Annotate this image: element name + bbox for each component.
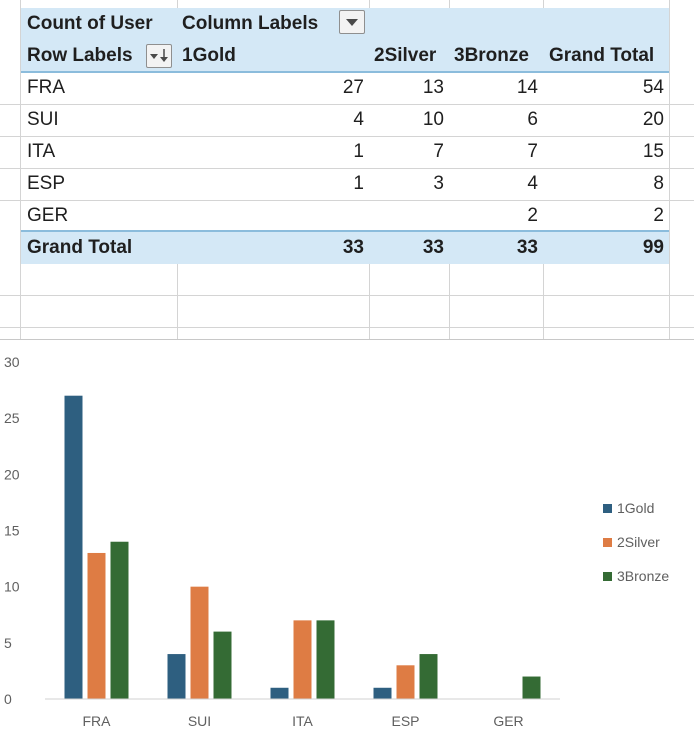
grand-total-gold[interactable]: 33 [342,237,364,258]
x-tick-label-sui: SUI [188,713,211,729]
cell-ger-bronze[interactable]: 2 [527,205,538,226]
bar-esp-1gold[interactable] [373,687,392,699]
row-label-fra[interactable]: FRA [27,77,65,98]
value-field-header[interactable]: Count of User [27,13,153,34]
cell-ita-total[interactable]: 15 [642,141,664,162]
cell-ita-silver[interactable]: 7 [433,141,444,162]
legend-swatch-3bronze [603,572,612,581]
cell-sui-gold[interactable]: 4 [353,109,364,130]
dropdown-arrow-icon [346,19,358,26]
y-tick-label: 10 [4,579,20,595]
bar-ita-1gold[interactable] [270,687,289,699]
gridline [449,0,450,8]
gridline [0,200,694,201]
y-tick-label: 15 [4,523,20,539]
gridline [177,0,178,8]
column-labels-header[interactable]: Column Labels [182,13,319,34]
gridline [0,136,694,137]
header-rule [21,71,669,73]
grand-total-rule [21,230,669,232]
cell-esp-gold[interactable]: 1 [353,173,364,194]
cell-ger-silver[interactable] [370,200,444,232]
grand-total-fill [21,232,669,264]
bar-ger-3bronze[interactable] [522,676,541,699]
row-label-ita[interactable]: ITA [27,141,56,162]
grand-total-bronze[interactable]: 33 [516,237,538,258]
legend-label-2silver[interactable]: 2Silver [617,534,660,550]
gridline [669,0,670,340]
bar-ita-3bronze[interactable] [316,620,335,699]
bar-esp-3bronze[interactable] [419,654,438,699]
column-labels-filter-button[interactable] [339,10,365,34]
cell-fra-bronze[interactable]: 14 [516,77,538,98]
bar-fra-1gold[interactable] [64,395,83,699]
bar-fra-2silver[interactable] [87,552,106,699]
cell-ita-bronze[interactable]: 7 [527,141,538,162]
cell-ger-gold[interactable] [178,200,364,232]
y-axis-tick-labels: 0 5 10 15 20 25 30 [4,354,20,707]
row-label-ger[interactable]: GER [27,205,69,226]
bar-fra-3bronze[interactable] [110,541,129,699]
gridline [369,0,370,8]
cell-esp-total[interactable]: 8 [653,173,664,194]
column-header-2silver[interactable]: 2Silver [374,45,437,66]
gridline [449,264,450,340]
x-axis-tick-labels: FRA SUI ITA ESP GER [83,713,524,729]
x-tick-label-ger: GER [493,713,523,729]
column-header-grand-total[interactable]: Grand Total [549,45,655,66]
x-tick-label-fra: FRA [83,713,112,729]
bar-ita-2silver[interactable] [293,620,312,699]
cell-esp-bronze[interactable]: 4 [527,173,538,194]
chart-bars [64,395,541,699]
gridline [0,104,694,105]
column-header-1gold[interactable]: 1Gold [182,45,236,66]
gridline [0,168,694,169]
grand-total-silver[interactable]: 33 [422,237,444,258]
cell-ger-total[interactable]: 2 [653,205,664,226]
gridline [0,295,694,296]
chart-legend[interactable]: 1Gold 2Silver 3Bronze [603,500,669,584]
gridline [543,0,544,8]
legend-swatch-2silver [603,538,612,547]
column-header-3bronze[interactable]: 3Bronze [454,45,529,66]
y-tick-label: 20 [4,466,20,482]
bar-sui-3bronze[interactable] [213,631,232,699]
sheet-bottom-edge [0,339,694,340]
grand-total-label[interactable]: Grand Total [27,237,133,258]
x-tick-label-esp: ESP [391,713,419,729]
y-tick-label: 5 [4,635,12,651]
y-tick-label: 0 [4,691,12,707]
bar-sui-1gold[interactable] [167,654,186,699]
x-tick-label-ita: ITA [292,713,313,729]
cell-esp-silver[interactable]: 3 [433,173,444,194]
grand-total-overall[interactable]: 99 [642,237,664,258]
y-tick-label: 25 [4,410,20,426]
gridline [177,264,178,340]
legend-label-1gold[interactable]: 1Gold [617,500,654,516]
cell-sui-total[interactable]: 20 [642,109,664,130]
gridline [20,0,21,340]
cell-fra-total[interactable]: 54 [642,77,664,98]
row-labels-header[interactable]: Row Labels [27,45,133,66]
pivot-chart[interactable]: 0 5 10 15 20 25 30 FRA SUI ITA ESP GER 1Gold 2Silve… [0,342,694,744]
gridline [369,264,370,340]
cell-fra-silver[interactable]: 13 [422,77,444,98]
bar-sui-2silver[interactable] [190,586,209,699]
row-label-sui[interactable]: SUI [27,109,59,130]
gridline [543,264,544,340]
y-tick-label: 30 [4,354,20,370]
row-label-esp[interactable]: ESP [27,173,66,194]
row-labels-sort-filter-button[interactable] [146,44,172,68]
cell-sui-silver[interactable]: 10 [422,109,444,130]
bar-esp-2silver[interactable] [396,665,415,699]
cell-fra-gold[interactable]: 27 [342,77,364,98]
legend-swatch-1gold [603,504,612,513]
cell-ita-gold[interactable]: 1 [353,141,364,162]
pivot-table-sheet: Count of User Column Labels Row Labels 1… [0,0,694,340]
cell-sui-bronze[interactable]: 6 [527,109,538,130]
sort-filter-icon [150,49,168,62]
gridline [0,327,694,328]
legend-label-3bronze[interactable]: 3Bronze [617,568,669,584]
